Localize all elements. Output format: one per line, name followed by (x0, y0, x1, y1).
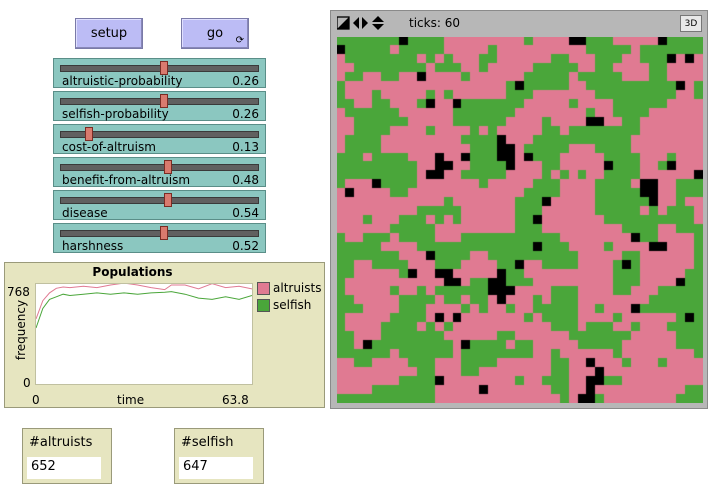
altruists-monitor: #altruists 652 (22, 428, 112, 484)
setup-button[interactable]: setup (75, 18, 143, 49)
series-line-altruists (35, 282, 253, 320)
slider-value: 0.48 (232, 173, 259, 187)
slider-label: selfish-probability (62, 107, 169, 121)
slider-handle[interactable] (160, 94, 169, 108)
plot-area (35, 282, 253, 385)
slider-value: 0.52 (232, 239, 259, 253)
go-button[interactable]: go ⟳ (181, 18, 249, 49)
slider-label: benefit-from-altruism (62, 173, 191, 187)
slider-track[interactable] (60, 230, 259, 237)
world-grid (337, 37, 703, 403)
plot-title: Populations (92, 265, 173, 279)
slider-value: 0.26 (232, 74, 259, 88)
slider-handle[interactable] (160, 61, 169, 75)
plot-x-max: 63.8 (222, 393, 249, 407)
view-toolbar: ticks: 60 3D (331, 11, 707, 36)
plot-y-min: 0 (23, 376, 31, 390)
slider-selfish-probability[interactable]: selfish-probability 0.26 (53, 91, 266, 121)
slider-cost-of-altruism[interactable]: cost-of-altruism 0.13 (53, 124, 266, 154)
slider-label: cost-of-altruism (62, 140, 156, 154)
move-vertical-icon[interactable] (372, 16, 384, 30)
slider-track[interactable] (60, 197, 259, 204)
legend-label-selfish: selfish (273, 298, 312, 312)
go-button-label: go (206, 26, 224, 41)
legend-swatch-selfish (257, 299, 270, 312)
altruists-monitor-value: 652 (27, 457, 101, 479)
slider-track[interactable] (60, 131, 259, 138)
world-view: ticks: 60 3D (330, 10, 708, 409)
view-controls (337, 16, 384, 30)
slider-handle[interactable] (164, 160, 173, 174)
slider-value: 0.54 (232, 206, 259, 220)
legend-label-altruists: altruists (273, 281, 322, 295)
slider-track[interactable] (60, 98, 259, 105)
slider-harshness[interactable]: harshness 0.52 (53, 223, 266, 253)
plot-y-label: frequency (14, 299, 29, 361)
legend-swatch-altruists (257, 282, 270, 295)
setup-button-label: setup (90, 26, 128, 41)
slider-altruistic-probability[interactable]: altruistic-probability 0.26 (53, 58, 266, 88)
slider-label: harshness (62, 239, 124, 253)
3d-button[interactable]: 3D (680, 15, 702, 32)
patch-canvas (337, 37, 703, 403)
slider-value: 0.13 (232, 140, 259, 154)
slider-label: altruistic-probability (62, 74, 183, 88)
forever-icon: ⟳ (235, 35, 244, 46)
populations-plot: Populations 768 0 frequency 0 time 63.8 … (4, 262, 325, 408)
zoom-icon[interactable] (337, 16, 350, 30)
plot-x-label: time (117, 393, 145, 407)
altruists-monitor-label: #altruists (29, 435, 93, 450)
selfish-monitor-value: 647 (179, 457, 253, 479)
slider-handle[interactable] (85, 127, 94, 141)
slider-track[interactable] (60, 164, 259, 171)
selfish-monitor-label: #selfish (181, 435, 234, 450)
slider-value: 0.26 (232, 107, 259, 121)
slider-benefit-from-altruism[interactable]: benefit-from-altruism 0.48 (53, 157, 266, 187)
slider-label: disease (62, 206, 108, 220)
slider-handle[interactable] (160, 226, 169, 240)
plot-svg (35, 282, 253, 329)
slider-track[interactable] (60, 65, 259, 72)
plot-x-min: 0 (32, 393, 40, 407)
plot-y-max: 768 (7, 285, 30, 299)
selfish-monitor: #selfish 647 (174, 428, 264, 484)
slider-disease[interactable]: disease 0.54 (53, 190, 266, 220)
series-line-selfish (35, 291, 253, 329)
ticks-counter: ticks: 60 (409, 16, 460, 30)
move-horizontal-icon[interactable] (353, 17, 368, 29)
slider-handle[interactable] (164, 193, 173, 207)
